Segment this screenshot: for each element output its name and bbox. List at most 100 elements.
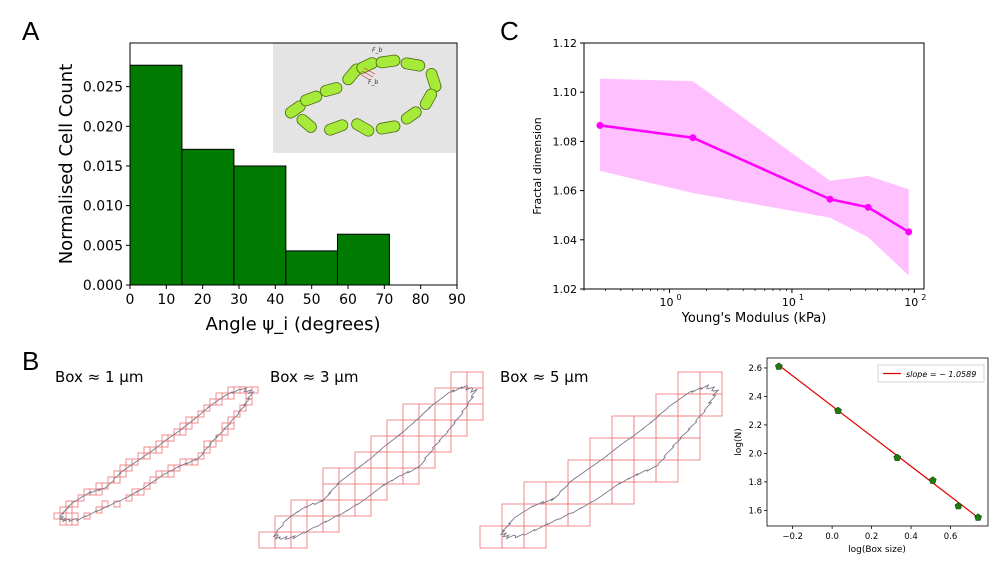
grid-box: [95, 506, 103, 514]
x-tick-label: 50: [303, 292, 321, 308]
grid-box: [131, 488, 139, 496]
grid-box: [434, 419, 452, 437]
box-grid-3um: [258, 371, 484, 549]
panel-label-b: B: [22, 346, 39, 376]
y-tick-label: 0.025: [83, 80, 123, 96]
grid-box: [370, 435, 388, 453]
y-tick-label: 1.6: [748, 506, 762, 516]
grid-box: [197, 410, 205, 418]
x-tick-label: 40: [266, 292, 284, 308]
grid-box: [306, 499, 324, 517]
grid-box: [83, 512, 91, 520]
histogram-x-label: Angle ψ_i (degrees): [205, 314, 380, 335]
grid-box: [227, 422, 235, 430]
data-point: [775, 362, 783, 370]
x-tick-label: 0: [126, 292, 135, 308]
panel-label-a: A: [22, 16, 40, 46]
y-tick-label: 1.10: [553, 86, 578, 99]
x-tick-label: 10: [660, 296, 674, 309]
grid-box: [655, 437, 679, 461]
grid-box: [227, 392, 235, 400]
grid-box: [677, 393, 701, 417]
fractal-chart-frame: [583, 42, 925, 290]
histogram-y-label: Normalised Cell Count: [56, 64, 77, 265]
y-tick-label: 1.08: [553, 135, 578, 148]
histogram-bar: [129, 64, 183, 286]
grid-box: [402, 403, 420, 421]
grid-box: [167, 434, 175, 442]
grid-box: [370, 451, 388, 469]
grid-box: [699, 371, 723, 395]
fit-x-label: log(Box size): [848, 545, 906, 555]
grid-box: [143, 446, 151, 454]
cell-ring: [284, 54, 442, 137]
grid-box: [589, 481, 613, 505]
grid-box: [274, 515, 292, 533]
fit-chart-frame: [766, 357, 989, 527]
grid-box: [611, 481, 635, 505]
grid-box: [173, 464, 181, 472]
grid-box: [370, 483, 388, 501]
grid-box: [677, 437, 701, 461]
confidence-band: [599, 78, 909, 276]
x-tick-label: 90: [448, 292, 466, 308]
grid-box: [523, 481, 547, 505]
grid-box: [251, 386, 259, 394]
grid-box: [402, 451, 420, 469]
log-log-fit-chart: slope = − 1.0589 −0.2 0.0 0.2 0.4 0.6 1.6 1.8…: [734, 357, 989, 555]
grid-box: [143, 482, 151, 490]
grid-box: [523, 525, 547, 549]
grid-box: [119, 464, 127, 472]
box-counting-panels: Box ≈ 1 μm Box ≈ 3 μm Box ≈ 5 μm: [53, 368, 723, 549]
fractal-dimension-chart: 1.021.041.061.081.101.12 10 0 10 1 10 2 Young…: [531, 37, 926, 326]
grid-box: [418, 451, 436, 469]
grid-box: [233, 410, 241, 418]
data-point: [864, 203, 872, 211]
x-tick-label: 20: [194, 292, 212, 308]
fractal-y-label: Fractal dimension: [531, 117, 544, 214]
y-tick-label: 1.04: [553, 234, 578, 247]
grid-box: [418, 403, 436, 421]
y-tick-label: 0.020: [83, 119, 123, 135]
data-point: [596, 121, 604, 129]
grid-box: [53, 512, 61, 520]
grid-box: [466, 403, 484, 421]
data-point: [905, 228, 913, 236]
x-tick-exponent: 2: [921, 293, 926, 302]
box-label-1um: Box ≈ 1 μm: [55, 368, 143, 386]
grid-box: [567, 503, 591, 527]
grid-box: [402, 419, 420, 437]
grid-box: [466, 371, 484, 389]
grid-box: [699, 393, 723, 417]
grid-box: [131, 458, 139, 466]
grid-box: [501, 525, 525, 549]
grid-box: [161, 434, 169, 442]
grid-box: [655, 393, 679, 417]
box-label-5um: Box ≈ 5 μm: [500, 368, 588, 386]
cell-outline: [499, 384, 720, 540]
inset-cell-diagram: F_b F_b: [273, 43, 456, 153]
fit-line: [778, 364, 979, 519]
y-tick-label: 1.12: [553, 37, 578, 50]
grid-box: [306, 515, 324, 533]
grid-box: [101, 482, 109, 490]
grid-box: [677, 371, 701, 395]
force-arrows: [359, 67, 376, 81]
data-point: [893, 453, 902, 461]
y-tick-label: 1.02: [553, 283, 578, 296]
force-label-1: F_b: [372, 47, 382, 54]
data-point: [689, 134, 697, 142]
grid-box: [197, 452, 205, 460]
cell-outlines: [59, 384, 720, 540]
y-tick-label: 2.6: [748, 364, 762, 374]
force-label-2: F_b: [368, 79, 378, 86]
x-tick-label: 0.2: [865, 532, 879, 542]
x-tick-label: 0.4: [904, 532, 918, 542]
y-tick-label: 0.005: [83, 238, 123, 254]
grid-box: [354, 483, 372, 501]
grid-box: [611, 459, 635, 483]
histogram-chart: F_b F_b 0 10 20 30 40 50 60 70 80 90 0.000 0.005 0.…: [56, 42, 466, 335]
fit-legend: slope = − 1.0589: [877, 364, 985, 383]
y-tick-label: 2.2: [748, 421, 762, 431]
